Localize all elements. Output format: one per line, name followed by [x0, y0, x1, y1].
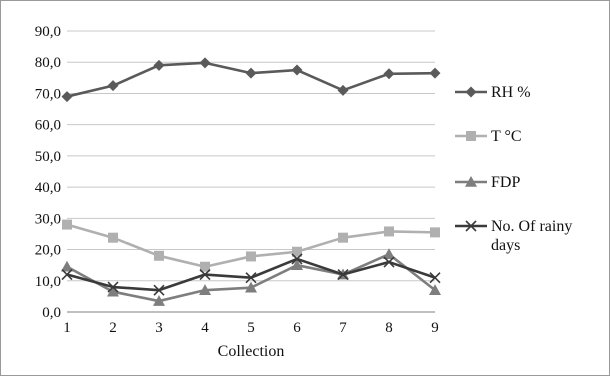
y-tick-label: 70,0: [35, 86, 61, 102]
x-tick-label: 8: [385, 320, 393, 336]
series-rh: [61, 57, 441, 103]
series-group: [61, 57, 441, 306]
data-point: [153, 284, 165, 296]
legend-label: days: [491, 237, 520, 254]
data-point: [245, 67, 257, 79]
y-tick-label: 60,0: [35, 118, 61, 134]
legend-label: FDP: [491, 174, 520, 191]
y-tick-label: 40,0: [35, 180, 61, 196]
y-tick-label: 30,0: [35, 211, 61, 227]
data-point: [245, 272, 257, 284]
data-point: [246, 251, 256, 262]
data-point: [429, 272, 441, 284]
data-point: [338, 232, 348, 243]
y-tick-labels: 0,0 10,0 20,0 30,0 40,0 50,0 60,0 70,0 80,0 90,0: [35, 24, 61, 321]
legend-item: FDP: [455, 174, 520, 191]
legend-marker: [465, 86, 477, 98]
x-tick-label: 9: [431, 320, 439, 336]
data-point: [337, 84, 349, 96]
data-point: [245, 281, 257, 293]
data-point: [199, 284, 211, 295]
x-tick-label: 3: [155, 320, 163, 336]
legend-label: RH %: [491, 84, 531, 101]
data-point: [153, 59, 165, 71]
x-tick-label: 2: [109, 320, 117, 336]
legend-marker: [465, 220, 477, 232]
series-t-c: [62, 219, 440, 272]
data-point: [108, 232, 118, 243]
data-point: [337, 268, 349, 281]
data-point: [107, 285, 119, 297]
data-point: [62, 219, 72, 230]
data-point: [154, 250, 164, 261]
data-point: [61, 91, 73, 103]
data-point: [107, 80, 119, 92]
data-point: [61, 268, 73, 281]
data-point: [383, 256, 395, 268]
y-tick-label: 10,0: [35, 274, 61, 290]
y-tick-label: 0,0: [42, 305, 61, 321]
x-tick-label: 6: [293, 320, 301, 336]
legend-marker: [465, 176, 477, 187]
x-tick-label: 7: [339, 320, 347, 336]
data-point: [383, 248, 395, 260]
data-point: [291, 253, 303, 265]
legend-label: No. Of rainy: [491, 218, 572, 235]
legend: RH % T °C FDP No. Of rainy days: [455, 84, 572, 254]
y-tick-label: 20,0: [35, 243, 61, 259]
y-tick-label: 50,0: [35, 149, 61, 165]
data-point: [199, 268, 211, 281]
y-tick-label: 80,0: [35, 55, 61, 71]
data-point: [153, 295, 165, 306]
x-axis-title: Collection: [218, 343, 285, 360]
data-point: [291, 259, 303, 270]
data-point: [383, 68, 395, 80]
data-point: [430, 227, 440, 238]
data-point: [291, 64, 303, 76]
data-point: [292, 246, 302, 257]
x-tick-label: 1: [63, 320, 71, 336]
data-point: [200, 261, 210, 272]
data-point: [61, 260, 73, 272]
legend-item: RH %: [455, 84, 531, 101]
data-point: [199, 57, 211, 69]
gridlines: [67, 30, 435, 282]
x-tick-labels: 1 2 3 4 5 6 7 8 9: [63, 320, 439, 336]
data-point: [429, 284, 441, 295]
legend-item: T °C: [455, 128, 522, 145]
legend-item: No. Of rainy days: [455, 218, 572, 254]
series-no-of-rainy-days: [61, 253, 441, 296]
data-point: [107, 281, 119, 293]
y-tick-label: 90,0: [35, 24, 61, 40]
legend-marker: [466, 131, 476, 141]
x-tick-label: 5: [247, 320, 255, 336]
data-point: [384, 226, 394, 237]
data-point: [429, 67, 441, 79]
legend-label: T °C: [491, 128, 522, 145]
series-fdp: [61, 248, 441, 306]
x-tick-label: 4: [201, 320, 209, 336]
